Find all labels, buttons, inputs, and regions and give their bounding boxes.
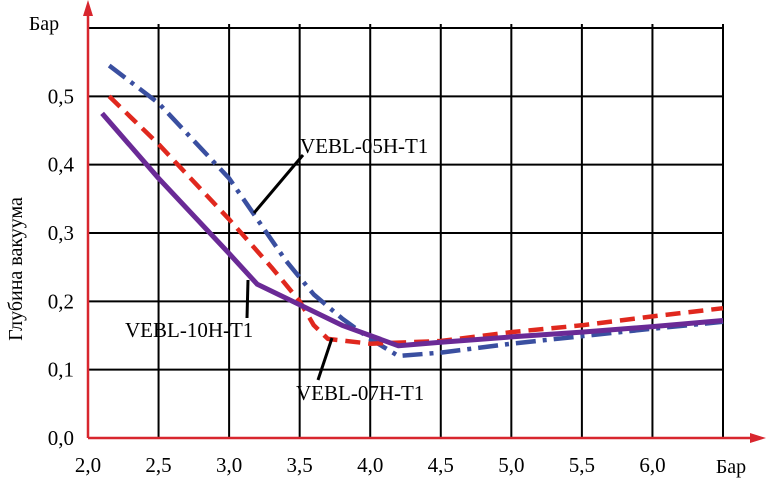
series-annotation-label: VEBL-05H-T1 <box>300 134 428 158</box>
x-tick-label: 3,0 <box>216 453 242 477</box>
x-tick-label: 4,5 <box>428 453 454 477</box>
x-tick-label: 6,0 <box>639 453 665 477</box>
y-axis-arrow <box>83 0 93 16</box>
y-tick-label: 0,1 <box>48 358 74 382</box>
x-tick-label: 2,5 <box>145 453 171 477</box>
x-axis-arrow <box>750 433 766 443</box>
y-tick-label: 0,0 <box>48 426 74 450</box>
grid <box>88 24 724 438</box>
series-line <box>107 94 724 346</box>
y-tick-label: 0,3 <box>48 221 74 245</box>
y-axis-unit: Бар <box>29 13 59 35</box>
x-tick-label: 5,0 <box>498 453 524 477</box>
series-lines <box>100 63 724 359</box>
x-tick-label: 5,5 <box>569 453 595 477</box>
annotation-leader-line <box>245 279 250 319</box>
y-tick-label: 0,2 <box>48 289 74 313</box>
series-line <box>107 63 724 359</box>
y-axis-title: Глубина вакуума <box>5 197 27 341</box>
series-annotation-label: VEBL-10H-T1 <box>125 318 253 342</box>
annotation-leader-line <box>316 337 334 381</box>
axes <box>83 0 766 443</box>
series-annotation-label: VEBL-07H-T1 <box>296 381 424 405</box>
x-tick-label: 3,5 <box>287 453 313 477</box>
x-axis-unit: Бар <box>716 456 746 478</box>
tick-labels: 2,0 2,5 3,0 3,5 4,0 4,5 5,0 5,5 6,0 0,0 0,1 0,2 0,3 0… <box>48 84 666 477</box>
annotation-leader-line <box>252 154 305 214</box>
x-tick-label: 2,0 <box>75 453 101 477</box>
series-line <box>100 111 724 349</box>
y-tick-label: 0,4 <box>48 153 75 177</box>
y-tick-label: 0,5 <box>48 84 74 108</box>
annotations: VEBL-05H-T1 VEBL-10H-T1 VEBL-07H-T1 <box>125 134 428 405</box>
x-tick-label: 4,0 <box>357 453 383 477</box>
